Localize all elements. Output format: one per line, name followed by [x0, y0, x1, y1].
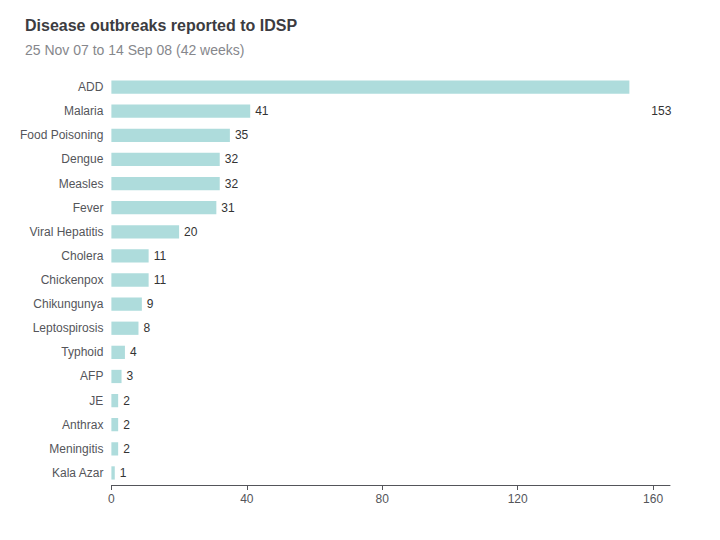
svg-text:2: 2: [123, 418, 130, 432]
svg-text:153: 153: [651, 104, 671, 118]
svg-text:Malaria: Malaria: [64, 104, 104, 118]
svg-text:JE: JE: [89, 394, 103, 408]
svg-text:ADD: ADD: [78, 80, 104, 94]
svg-text:Food Poisoning: Food Poisoning: [20, 128, 103, 142]
svg-text:20: 20: [184, 225, 198, 239]
svg-text:3: 3: [127, 369, 134, 383]
svg-text:25 Nov 07 to 14 Sep 08 (42 wee: 25 Nov 07 to 14 Sep 08 (42 weeks): [25, 42, 244, 58]
svg-text:31: 31: [221, 201, 235, 215]
svg-text:120: 120: [508, 492, 528, 506]
svg-text:Anthrax: Anthrax: [62, 418, 103, 432]
svg-text:40: 40: [240, 492, 254, 506]
svg-text:11: 11: [154, 249, 167, 263]
svg-text:8: 8: [143, 321, 150, 335]
svg-text:AFP: AFP: [80, 369, 103, 383]
svg-text:0: 0: [108, 492, 115, 506]
svg-text:Typhoid: Typhoid: [61, 345, 103, 359]
svg-text:160: 160: [643, 492, 663, 506]
svg-text:4: 4: [130, 345, 137, 359]
svg-text:2: 2: [123, 394, 130, 408]
svg-text:Chickenpox: Chickenpox: [41, 273, 104, 287]
svg-text:Fever: Fever: [73, 201, 104, 215]
svg-text:Disease outbreaks reported to: Disease outbreaks reported to IDSP: [25, 17, 297, 34]
svg-text:Cholera: Cholera: [61, 249, 103, 263]
svg-text:35: 35: [235, 128, 249, 142]
svg-text:Leptospirosis: Leptospirosis: [33, 321, 104, 335]
svg-text:80: 80: [376, 492, 390, 506]
svg-text:Chikungunya: Chikungunya: [33, 297, 103, 311]
svg-text:1: 1: [120, 466, 127, 480]
svg-text:2: 2: [123, 442, 130, 456]
svg-text:Meningitis: Meningitis: [49, 442, 103, 456]
svg-text:41: 41: [255, 104, 269, 118]
svg-text:9: 9: [147, 297, 154, 311]
svg-text:11: 11: [154, 273, 167, 287]
svg-text:32: 32: [225, 152, 239, 166]
svg-text:Viral Hepatitis: Viral Hepatitis: [30, 225, 104, 239]
svg-text:Kala Azar: Kala Azar: [52, 466, 103, 480]
svg-text:32: 32: [225, 177, 239, 191]
svg-text:Dengue: Dengue: [61, 152, 103, 166]
svg-text:Measles: Measles: [59, 177, 104, 191]
